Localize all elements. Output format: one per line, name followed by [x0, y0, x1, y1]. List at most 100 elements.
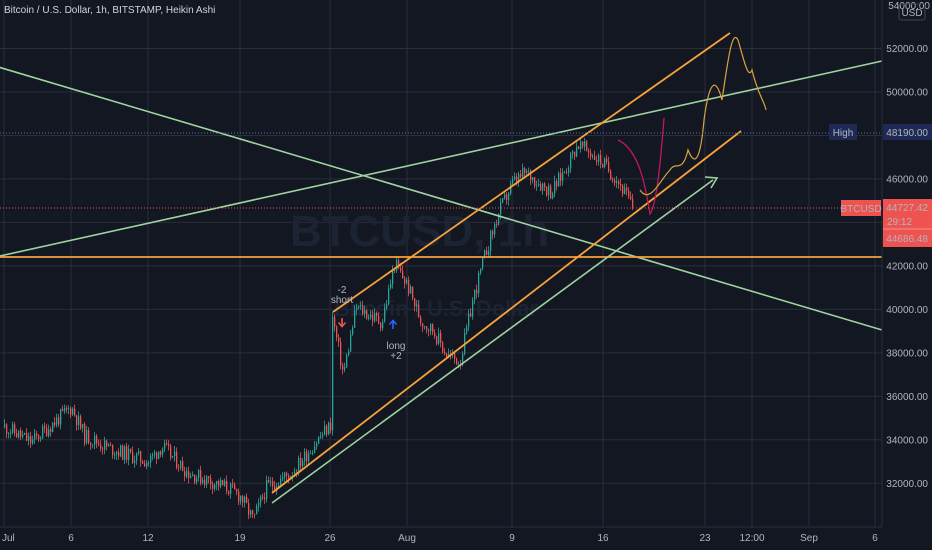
candle-body: [152, 454, 154, 456]
candle-body: [158, 451, 160, 459]
candle-body: [474, 289, 476, 301]
x-tick-label: Aug: [398, 533, 416, 544]
candle-body: [518, 173, 520, 182]
candle-body: [10, 432, 12, 434]
candle-body: [374, 313, 376, 321]
candle-body: [80, 416, 82, 429]
symbol-line[interactable]: Bitcoin / U.S. Dollar, 1h, BITSTAMP, Hei…: [4, 5, 215, 16]
candle-body: [14, 424, 16, 434]
candle-body: [560, 173, 562, 181]
candle-body: [470, 313, 472, 317]
candle-body: [74, 408, 76, 416]
candle-body: [104, 440, 106, 450]
candle-body: [134, 460, 136, 463]
candle-body: [462, 353, 464, 365]
ha-close-price: 44686.48: [886, 234, 928, 245]
candle-body: [198, 469, 200, 478]
long-arrow-icon[interactable]: [388, 319, 398, 330]
candle-body: [530, 170, 532, 181]
candle-body: [392, 270, 394, 285]
candle-body: [94, 436, 96, 445]
candle-body: [446, 353, 448, 358]
candle-body: [8, 433, 10, 435]
channel-upper-line[interactable]: [332, 32, 731, 313]
candle-body: [296, 471, 298, 473]
price-axis-background: [882, 0, 932, 550]
currency-box[interactable]: [898, 3, 926, 21]
candle-body: [290, 476, 292, 479]
price-axis[interactable]: 32000.00 34000.00 36000.00 38000.00 40000.00…: [881, 0, 932, 550]
candle-body: [598, 155, 600, 162]
candle-body: [56, 417, 58, 425]
candle-body: [420, 317, 422, 324]
candle-body: [376, 313, 378, 316]
candle-body: [410, 286, 412, 294]
descending-trendline[interactable]: [0, 66, 883, 331]
candle-body: [26, 432, 28, 441]
candle-body: [130, 448, 132, 452]
candle-body: [458, 364, 460, 366]
candles: [4, 137, 634, 520]
candle-body: [432, 323, 434, 333]
watermark-ticker: BTCUSD, 1h: [290, 207, 549, 256]
candle-body: [482, 257, 484, 269]
candle-body: [248, 502, 250, 515]
candle-body: [284, 472, 286, 477]
ascending-resistance-line[interactable]: [0, 60, 883, 257]
candle-body: [626, 187, 628, 191]
candle-body: [456, 358, 458, 365]
candle-body: [424, 326, 426, 328]
candle-body: [326, 425, 328, 435]
candle-body: [418, 304, 420, 318]
candle-body: [250, 510, 252, 515]
candle-body: [126, 446, 128, 460]
forecast-arrow-line[interactable]: [271, 179, 714, 504]
candle-body: [278, 484, 280, 487]
candle-body: [402, 270, 404, 279]
candle-body: [314, 446, 316, 453]
candle-body: [526, 170, 528, 173]
candle-body: [348, 351, 350, 356]
candle-body: [84, 424, 86, 443]
candle-body: [366, 310, 368, 319]
candle-body: [532, 177, 534, 181]
x-tick-label: 26: [324, 533, 336, 544]
candle-body: [234, 484, 236, 490]
candle-body: [132, 451, 134, 463]
x-tick-label: 12:00: [739, 533, 764, 544]
x-tick-label: Jul: [2, 533, 15, 544]
short-arrow-icon[interactable]: [337, 318, 347, 328]
candle-body: [22, 434, 24, 437]
candle-body: [272, 481, 274, 487]
candle-body: [136, 453, 138, 461]
candle-body: [334, 316, 336, 327]
candle-body: [362, 305, 364, 315]
y-tick-label: 34000.00: [886, 435, 928, 446]
candle-body: [112, 444, 114, 456]
candle-body: [34, 433, 36, 440]
candle-body: [406, 280, 408, 284]
candle-body: [602, 164, 604, 168]
candle-body: [260, 496, 262, 503]
candle-body: [580, 141, 582, 150]
candle-body: [220, 480, 222, 487]
candle-body: [308, 453, 310, 462]
candle-body: [566, 171, 568, 173]
candle-body: [388, 288, 390, 305]
candle-body: [346, 355, 348, 368]
candle-body: [146, 462, 148, 467]
candle-body: [610, 171, 612, 180]
candle-body: [184, 471, 186, 477]
channel-lower-line[interactable]: [271, 130, 742, 494]
candle-body: [322, 434, 324, 437]
candle-body: [252, 510, 254, 514]
candle-body: [630, 196, 632, 200]
long-count: +2: [390, 351, 402, 362]
candle-body: [254, 513, 256, 515]
candle-body: [440, 332, 442, 343]
x-tick-label: 6: [68, 533, 74, 544]
time-axis[interactable]: Jul 6 12 19 26 Aug 9 16 23 12:00 Sep 6: [0, 526, 882, 544]
candle-body: [238, 491, 240, 502]
